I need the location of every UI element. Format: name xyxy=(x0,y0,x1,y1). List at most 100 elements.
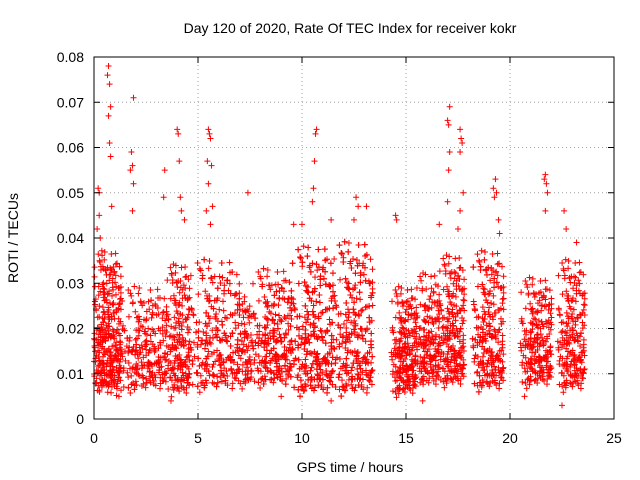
data-point xyxy=(194,370,200,376)
data-point xyxy=(131,95,137,101)
data-point xyxy=(130,299,136,305)
data-point xyxy=(205,348,211,354)
data-point xyxy=(392,287,398,293)
data-point xyxy=(459,140,465,146)
data-point xyxy=(281,268,287,274)
data-point xyxy=(324,390,330,396)
data-point xyxy=(283,381,289,387)
data-point xyxy=(330,289,336,295)
data-point xyxy=(447,104,453,110)
data-point xyxy=(557,311,563,317)
data-point xyxy=(448,275,454,281)
data-point xyxy=(342,387,348,393)
y-tick-label: 0.02 xyxy=(57,321,84,337)
data-point xyxy=(340,259,346,265)
data-point xyxy=(330,305,336,311)
data-point xyxy=(446,253,452,259)
data-point xyxy=(443,271,449,277)
data-point xyxy=(209,275,215,281)
data-point xyxy=(305,245,311,251)
data-point xyxy=(404,287,410,293)
data-point xyxy=(187,285,193,291)
data-point xyxy=(348,349,354,355)
data-point xyxy=(522,278,528,284)
data-point xyxy=(456,255,462,261)
data-point xyxy=(308,368,314,374)
data-point xyxy=(423,286,429,292)
data-point xyxy=(297,393,303,399)
data-point xyxy=(256,298,262,304)
data-point xyxy=(138,300,144,306)
data-point xyxy=(292,305,298,311)
data-point xyxy=(263,325,269,331)
data-point xyxy=(296,357,302,363)
data-point xyxy=(228,343,234,349)
data-point xyxy=(288,308,294,314)
data-point xyxy=(452,255,458,261)
data-point xyxy=(145,299,151,305)
data-point xyxy=(204,158,210,164)
data-point xyxy=(108,154,114,160)
data-point xyxy=(108,251,114,257)
data-point xyxy=(239,386,245,392)
data-point xyxy=(167,265,173,271)
data-point xyxy=(276,331,282,337)
data-point xyxy=(288,288,294,294)
data-point xyxy=(560,319,566,325)
data-point xyxy=(543,286,549,292)
data-point xyxy=(323,340,329,346)
data-point xyxy=(437,268,443,274)
data-point xyxy=(279,318,285,324)
data-point xyxy=(220,298,226,304)
data-point xyxy=(195,260,201,266)
data-point xyxy=(268,369,274,375)
data-point xyxy=(311,158,317,164)
data-point xyxy=(330,270,336,276)
data-point xyxy=(556,307,562,313)
data-point xyxy=(581,301,587,307)
data-point xyxy=(457,149,463,155)
data-point xyxy=(113,272,119,278)
data-point xyxy=(128,149,134,155)
data-point xyxy=(336,374,342,380)
data-point xyxy=(408,286,414,292)
data-point xyxy=(276,295,282,301)
data-point xyxy=(559,260,565,266)
y-tick-label: 0 xyxy=(76,411,84,427)
data-point xyxy=(328,361,334,367)
data-point xyxy=(190,311,196,317)
data-point xyxy=(476,389,482,395)
data-point xyxy=(315,247,321,253)
data-point xyxy=(213,311,219,317)
x-tick-label: 15 xyxy=(398,430,414,446)
data-point xyxy=(255,379,261,385)
data-point xyxy=(96,212,102,218)
data-point xyxy=(174,284,180,290)
data-point xyxy=(291,221,297,227)
data-point xyxy=(343,356,349,362)
data-point xyxy=(125,385,131,391)
data-point xyxy=(221,288,227,294)
data-point xyxy=(230,380,236,386)
data-point xyxy=(328,398,334,404)
data-point xyxy=(107,81,113,87)
data-point xyxy=(445,199,451,205)
data-point xyxy=(396,284,402,290)
data-point xyxy=(162,167,168,173)
data-point xyxy=(364,327,370,333)
data-point xyxy=(324,385,330,391)
data-point xyxy=(322,246,328,252)
data-point xyxy=(264,273,270,279)
data-point xyxy=(496,260,502,266)
data-point xyxy=(242,294,248,300)
data-point xyxy=(103,272,109,278)
data-point xyxy=(219,322,225,328)
data-point xyxy=(547,287,553,293)
data-point xyxy=(320,309,326,315)
data-point xyxy=(337,277,343,283)
data-point xyxy=(267,286,273,292)
data-point xyxy=(444,252,450,258)
data-point xyxy=(501,273,507,279)
data-point xyxy=(364,385,370,391)
data-point xyxy=(315,371,321,377)
